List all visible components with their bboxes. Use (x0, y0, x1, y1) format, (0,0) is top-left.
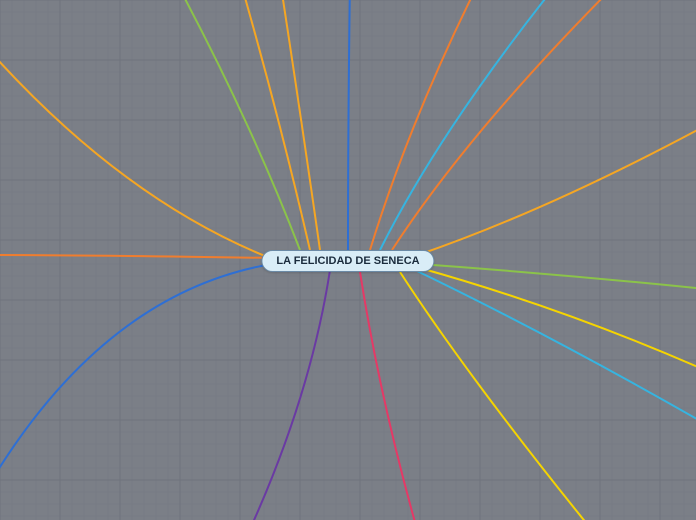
branch-line (400, 272, 600, 520)
center-node[interactable]: LA FELICIDAD DE SENECA (261, 250, 434, 272)
branch-line (415, 270, 696, 430)
branch-line (0, 40, 275, 260)
branch-line (415, 120, 696, 256)
branch-line (370, 0, 480, 250)
branch-line (0, 255, 275, 258)
branch-line (348, 0, 350, 250)
branch-line (360, 272, 420, 520)
center-node-label: LA FELICIDAD DE SENECA (276, 255, 419, 267)
branch-line (420, 264, 696, 290)
branch-line (240, 0, 310, 250)
branch-line (245, 270, 330, 520)
branch-line (392, 0, 620, 250)
mindmap-canvas: LA FELICIDAD DE SENECA (0, 0, 696, 520)
branch-line (0, 263, 278, 500)
branch-line (380, 0, 560, 250)
branch-line (175, 0, 300, 250)
